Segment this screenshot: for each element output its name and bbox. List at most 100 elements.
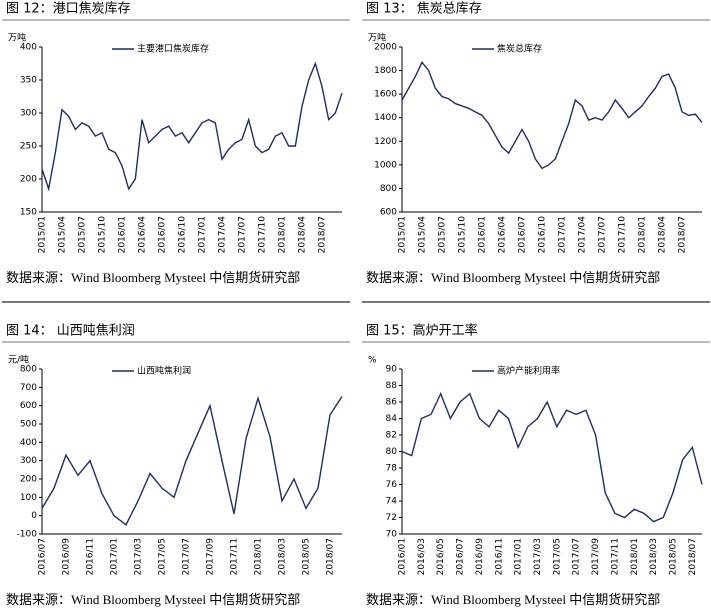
x-tick-label: 2016/03 xyxy=(417,538,427,575)
y-tick-label: 350 xyxy=(20,76,37,86)
y-tick-label: 76 xyxy=(386,480,398,490)
y-tick-label: 80 xyxy=(386,447,398,457)
x-tick-label: 2018/03 xyxy=(649,538,659,575)
x-tick-label: 2018/07 xyxy=(678,216,688,253)
x-tick-label: 2017/01 xyxy=(514,538,524,575)
x-tick-label: 2018/01 xyxy=(638,216,648,253)
y-tick-label: 1200 xyxy=(374,137,397,147)
x-tick-label: 2016/10 xyxy=(178,216,188,254)
x-tick-label: 2017/05 xyxy=(552,538,562,575)
y-tick-label: 400 xyxy=(20,438,37,448)
legend-label: 山西吨焦利润 xyxy=(137,365,191,377)
y-tick-label: 200 xyxy=(20,475,37,485)
x-tick-label: 2017/03 xyxy=(533,538,543,575)
x-tick-label: 2016/11 xyxy=(86,538,96,575)
x-tick-label: 2016/07 xyxy=(158,216,168,253)
unit-label: % xyxy=(368,356,377,366)
line-series xyxy=(41,61,343,192)
legend-label: 主要港口焦炭库存 xyxy=(137,43,209,55)
x-tick-label: 2015/10 xyxy=(98,216,108,254)
legend-label: 高炉产能利用率 xyxy=(497,365,560,377)
y-tick-label: 86 xyxy=(386,398,398,408)
x-tick-label: 2017/07 xyxy=(598,216,608,253)
y-tick-label: 200 xyxy=(20,175,37,185)
x-tick-label: 2017/01 xyxy=(110,538,120,575)
y-tick-label: 800 xyxy=(20,365,37,375)
y-tick-label: 600 xyxy=(380,208,397,218)
y-tick-label: -100 xyxy=(17,530,38,540)
unit-label: 万吨 xyxy=(368,32,386,44)
x-tick-label: 2018/01 xyxy=(630,538,640,575)
figure-title: 图 12：港口焦炭库存 xyxy=(6,1,131,17)
x-tick-label: 2015/04 xyxy=(58,216,68,254)
y-tick-label: 72 xyxy=(386,513,397,523)
legend-label: 焦炭总库存 xyxy=(497,43,542,55)
x-tick-label: 2018/04 xyxy=(298,216,308,254)
y-tick-label: 150 xyxy=(20,208,37,218)
unit-label: 万吨 xyxy=(8,32,26,44)
unit-label: 元/吨 xyxy=(8,354,29,366)
line-series xyxy=(41,395,343,526)
x-tick-label: 2018/07 xyxy=(326,538,336,575)
y-tick-label: 82 xyxy=(386,431,397,441)
y-tick-label: 70 xyxy=(386,530,398,540)
y-tick-label: 500 xyxy=(20,420,37,430)
y-tick-label: 2000 xyxy=(374,43,397,53)
line-series xyxy=(401,391,703,523)
x-tick-label: 2015/01 xyxy=(398,216,408,253)
x-tick-label: 2017/10 xyxy=(258,216,268,254)
y-tick-label: 1400 xyxy=(374,113,397,123)
figure-title: 图 15：高炉开工率 xyxy=(366,323,478,339)
x-tick-label: 2016/01 xyxy=(398,538,408,575)
x-tick-label: 2018/05 xyxy=(668,538,678,575)
y-tick-label: 90 xyxy=(386,365,398,375)
y-tick-label: 700 xyxy=(20,383,37,393)
x-tick-label: 2015/10 xyxy=(458,216,468,254)
source: 数据来源：Wind Bloomberg Mysteel 中信期货研究部 xyxy=(6,592,300,607)
x-tick-label: 2017/09 xyxy=(206,538,216,576)
x-tick-label: 2018/04 xyxy=(658,216,668,254)
x-tick-label: 2018/01 xyxy=(278,216,288,253)
y-tick-label: 300 xyxy=(20,109,37,119)
y-tick-label: 1000 xyxy=(374,160,397,170)
y-tick-label: 88 xyxy=(386,381,398,391)
x-tick-label: 2016/10 xyxy=(538,216,548,254)
y-tick-label: 0 xyxy=(31,511,37,521)
source: 数据来源：Wind Bloomberg Mysteel 中信期货研究部 xyxy=(366,592,660,607)
x-tick-label: 2016/01 xyxy=(118,216,128,253)
figure-title: 图 14： 山西吨焦利润 xyxy=(6,324,135,339)
x-tick-label: 2017/03 xyxy=(134,538,144,575)
x-tick-label: 2018/03 xyxy=(278,538,288,575)
figure-title: 图 13： 焦炭总库存 xyxy=(366,1,482,17)
x-tick-label: 2016/07 xyxy=(518,216,528,253)
x-tick-label: 2017/11 xyxy=(610,538,620,575)
y-tick-label: 1800 xyxy=(374,66,397,76)
x-tick-label: 2017/01 xyxy=(198,216,208,253)
x-tick-label: 2017/11 xyxy=(230,538,240,575)
x-tick-label: 2015/07 xyxy=(438,216,448,253)
x-tick-label: 2017/07 xyxy=(238,216,248,253)
source: 数据来源：Wind Bloomberg Mysteel 中信期货研究部 xyxy=(366,270,660,285)
x-tick-label: 2016/04 xyxy=(498,216,508,254)
x-tick-label: 2017/01 xyxy=(558,216,568,253)
x-tick-label: 2017/07 xyxy=(572,538,582,575)
x-tick-label: 2017/07 xyxy=(182,538,192,575)
x-tick-label: 2016/07 xyxy=(38,538,48,575)
y-tick-label: 100 xyxy=(20,493,37,503)
y-tick-label: 84 xyxy=(386,414,398,424)
x-tick-label: 2015/07 xyxy=(78,216,88,253)
y-tick-label: 1600 xyxy=(374,90,397,100)
x-tick-label: 2016/04 xyxy=(138,216,148,254)
y-tick-label: 300 xyxy=(20,456,37,466)
x-tick-label: 2016/09 xyxy=(62,538,72,576)
x-tick-label: 2017/04 xyxy=(218,216,228,254)
x-tick-label: 2018/05 xyxy=(302,538,312,575)
x-tick-label: 2015/01 xyxy=(38,216,48,253)
x-tick-label: 2016/09 xyxy=(475,538,485,576)
x-tick-label: 2016/07 xyxy=(456,538,466,575)
x-tick-label: 2017/04 xyxy=(578,216,588,254)
x-tick-label: 2018/01 xyxy=(254,538,264,575)
y-tick-label: 800 xyxy=(380,184,397,194)
x-tick-label: 2016/01 xyxy=(478,216,488,253)
